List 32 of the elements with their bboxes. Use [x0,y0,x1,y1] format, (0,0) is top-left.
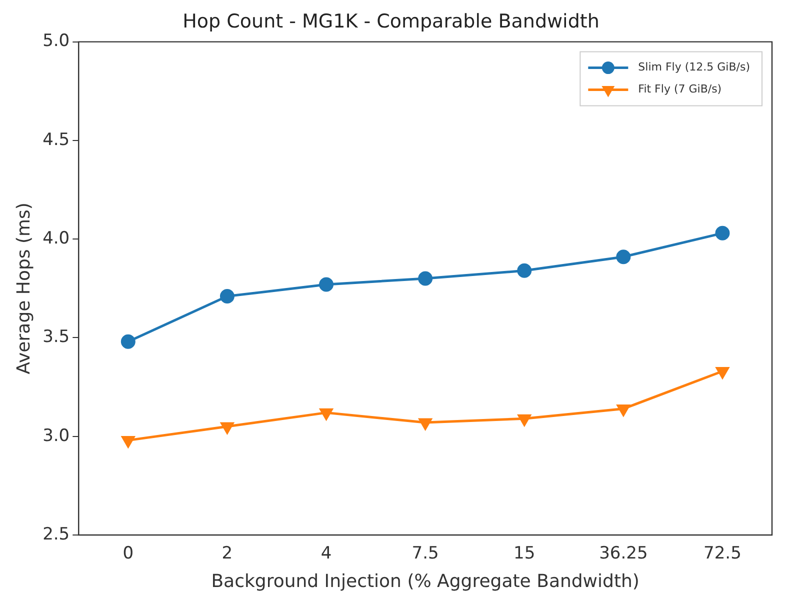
point [517,263,532,278]
legend-label: Fit Fly (7 GiB/s) [638,82,722,96]
point [418,271,433,286]
point [320,408,333,420]
y-tick-label: 4.5 [42,130,70,150]
x-tick-label: 4 [320,544,332,564]
y-tick-label: 3.5 [42,327,70,348]
x-axis-title: Background Injection (% Aggregate Bandwidth) [211,570,640,592]
point [319,277,334,292]
point [220,289,234,304]
x-tick-label: 15 [514,544,536,564]
point [418,418,432,430]
point [120,334,136,349]
point [715,226,730,240]
y-tick-label: 4.0 [42,228,70,248]
y-tick-label: 2.5 [42,524,70,544]
point [122,436,135,448]
point [716,367,729,379]
y-axis-title: Average Hops (ms) [13,202,34,374]
point [616,250,631,264]
legend-label: Slim Fly (12.5 GiB/s) [638,60,750,74]
y-tick-label: 5.0 [42,31,70,52]
point [616,404,630,416]
chart-title: Hop Count - MG1K - Comparable Bandwidth [182,10,600,32]
x-tick-label: 72.5 [704,544,742,564]
y-tick-label: 3.0 [42,426,70,446]
point [220,422,234,434]
x-tick-label: 2 [222,544,233,564]
point [518,414,531,426]
x-tick-label: 0 [122,544,134,564]
x-tick-label: 36.25 [599,544,648,564]
x-tick-label: 7.5 [412,544,439,564]
